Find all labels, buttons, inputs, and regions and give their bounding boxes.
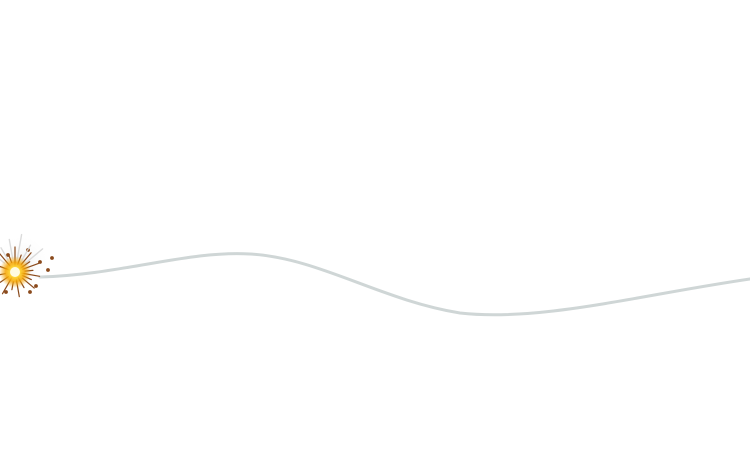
spark-icon	[0, 233, 54, 298]
smoke-wisp	[16, 233, 23, 259]
spark-debris	[38, 260, 42, 264]
smoke-wisp	[0, 258, 6, 264]
smoke-wisp	[0, 247, 9, 261]
spark-debris	[4, 290, 8, 294]
spark-debris	[46, 268, 50, 272]
spark-debris	[6, 253, 10, 257]
fuse-line	[38, 252, 750, 317]
spark-debris	[50, 256, 54, 260]
smoke-wisp	[25, 248, 44, 264]
smoke-wisp	[21, 244, 32, 261]
smoke-wisp	[8, 238, 14, 259]
spark-debris	[28, 290, 32, 294]
spark-debris	[34, 284, 38, 288]
